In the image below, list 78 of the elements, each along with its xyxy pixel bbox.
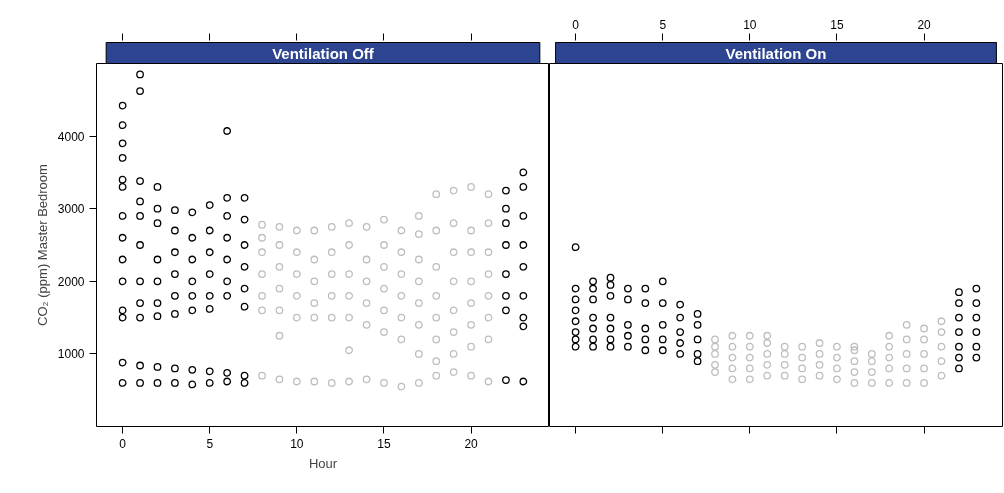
point [972, 299, 981, 307]
chart-title: Ventilation On [725, 44, 827, 62]
point [972, 328, 981, 337]
x-axis-title: Hour [308, 455, 338, 471]
point [624, 331, 632, 340]
x-tick-label: 10 [290, 436, 304, 451]
point [571, 295, 580, 304]
y-tick-label: 3000 [57, 202, 85, 217]
x-tick-label: 10 [743, 17, 757, 32]
point [955, 353, 963, 362]
point [624, 284, 632, 293]
point [955, 313, 963, 322]
point [693, 357, 702, 366]
x-tick-label: 20 [917, 17, 932, 32]
y-tick-label: 4000 [57, 129, 85, 144]
point [676, 300, 685, 309]
point [972, 342, 981, 351]
point [658, 346, 667, 355]
x-tick-label: 5 [206, 436, 214, 451]
point [658, 299, 667, 307]
point [606, 342, 615, 351]
point [589, 324, 597, 333]
point [641, 346, 650, 355]
point [955, 342, 963, 351]
point [571, 306, 580, 315]
point [571, 342, 580, 351]
y-tick-label: 2000 [57, 274, 85, 289]
point [676, 313, 685, 322]
point [955, 299, 963, 307]
x-tick-label: 15 [377, 436, 391, 451]
point [658, 277, 667, 286]
y-axis-title: CO₂ (ppm) Master Bedroom [34, 164, 50, 326]
point [955, 364, 963, 373]
point [606, 273, 615, 282]
x-tick-label: 15 [830, 17, 844, 32]
point [624, 320, 632, 329]
point [571, 243, 580, 252]
point [589, 277, 597, 286]
point [693, 320, 702, 329]
point [693, 335, 702, 344]
point [641, 284, 650, 293]
point [641, 335, 650, 344]
point [658, 335, 667, 344]
point [606, 281, 615, 289]
point [606, 335, 615, 344]
point [972, 353, 981, 362]
x-tick-label: 20 [464, 436, 479, 451]
point [571, 284, 580, 293]
point [676, 350, 685, 358]
point [624, 295, 632, 304]
point [693, 350, 702, 358]
point [606, 313, 615, 322]
point [589, 335, 597, 344]
point [589, 284, 597, 293]
point [589, 295, 597, 304]
point [606, 291, 615, 300]
point [571, 335, 580, 344]
point [641, 324, 650, 333]
point [955, 288, 963, 297]
point [589, 313, 597, 322]
point [641, 299, 650, 307]
x-tick-label: 0 [119, 436, 127, 451]
x-tick-label: 0 [572, 17, 580, 32]
point [624, 342, 632, 351]
y-tick-label: 1000 [57, 347, 85, 362]
point [972, 313, 981, 322]
point [606, 324, 615, 333]
chart-title: Ventilation Off [272, 44, 375, 62]
point [676, 339, 685, 347]
point [955, 328, 963, 337]
point [571, 328, 580, 337]
point [676, 328, 685, 337]
point [571, 317, 580, 326]
x-tick-label: 5 [659, 17, 667, 32]
point [658, 320, 667, 329]
point [589, 342, 597, 351]
point [972, 284, 981, 293]
point [693, 310, 702, 318]
